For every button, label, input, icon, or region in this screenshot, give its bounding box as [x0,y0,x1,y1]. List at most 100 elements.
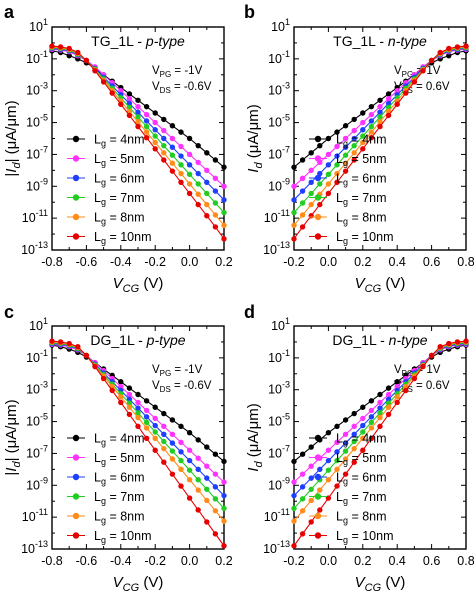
data-point [212,200,219,206]
data-point [334,170,340,177]
data-point [342,144,349,150]
y-tick-label: 10-3 [268,380,290,397]
data-point [66,340,72,347]
data-point [334,457,340,464]
x-tick-label: -0.2 [283,554,305,568]
data-point [351,157,357,163]
x-tick-label: 0.6 [423,554,440,568]
legend-label: Lg = 4nm [94,133,145,149]
y-tick-label: 101 [29,17,48,34]
y-tick-label: 10-7 [26,144,48,161]
data-point [368,407,375,414]
data-point [195,201,201,208]
x-tick-label: -0.6 [76,554,98,568]
data-point [135,410,141,416]
data-point [143,118,150,124]
data-point [377,391,383,398]
data-point [325,447,332,453]
data-point [143,123,150,130]
data-point [186,181,193,187]
data-point [360,422,366,429]
data-point [317,466,323,473]
legend-marker [314,135,322,143]
data-point [57,44,64,50]
data-point [299,451,306,457]
data-point [204,213,210,219]
data-point [368,414,375,420]
data-point [360,435,366,441]
data-point [126,404,133,410]
legend-label: Lg = 7nm [336,490,387,506]
data-point [161,438,167,445]
data-point [195,181,201,187]
data-point [317,487,323,493]
data-point [221,492,227,499]
data-point [212,531,219,537]
data-point [100,79,107,85]
data-point [186,477,193,483]
legend-label: Lg = 10nm [336,529,393,545]
data-point [377,399,383,406]
data-point [360,404,366,410]
x-tick-label: -0.4 [110,554,132,568]
data-point [437,344,443,350]
data-point [411,375,418,382]
data-point [195,477,201,483]
data-point [342,471,349,477]
data-point [204,150,210,156]
data-point [169,135,176,142]
data-point [212,212,219,218]
legend-label: Lg = 5nm [94,152,145,168]
data-point [135,109,141,115]
legend-marker [72,194,80,201]
panel-d: d -0.2 0.0 0.2 0.4 0.6 0.8 10-13 10-11 10-9 10-7 10… [244,302,474,594]
data-point [178,153,184,159]
data-point [221,164,227,170]
data-point [308,213,314,219]
y-axis-label: |Id| (μA/μm) [3,100,23,176]
data-point [446,52,452,59]
data-point [135,123,141,130]
data-point [195,159,201,166]
data-point [143,103,150,110]
data-point [143,398,150,404]
data-point [169,160,176,166]
data-point [186,467,193,473]
x-tick-label: 0.2 [354,255,371,269]
data-point [454,44,461,50]
data-point [152,404,158,410]
data-point [195,487,201,493]
y-tick-label: 10-3 [26,380,48,397]
legend-label: Lg = 7nm [336,191,387,207]
data-point [212,508,219,514]
y-tick-label: 10-5 [268,412,290,429]
data-point [143,414,150,420]
x-axis-label: VCG (V) [355,574,406,594]
data-point [377,103,383,110]
legend-label: Lg = 8nm [94,510,145,526]
data-point [351,431,357,438]
y-tick-label: 10-1 [268,49,290,66]
data-point [178,162,184,168]
data-point [57,339,64,345]
data-point [221,197,227,203]
data-point [169,144,176,150]
data-point [221,518,227,524]
data-point [368,111,375,118]
x-tick-label: 0.0 [181,554,198,568]
y-tick-label: 10-9 [26,176,48,193]
y-axis-label: Id (μA/μm) [245,403,265,471]
data-point [178,129,184,135]
data-point [291,183,297,189]
data-point [135,119,141,125]
x-tick-label: 0.2 [215,554,232,568]
panel-title: DG_1L - n-type [332,332,427,348]
legend-label: Lg = 6nm [94,172,145,188]
data-point [394,399,400,406]
data-point [308,486,314,492]
data-point [308,463,314,469]
data-point [118,101,124,107]
data-point [428,352,435,359]
data-point [299,224,306,230]
data-point [342,135,349,142]
